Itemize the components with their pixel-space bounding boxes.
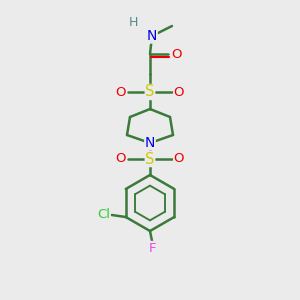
Text: O: O bbox=[116, 85, 126, 98]
Text: N: N bbox=[147, 29, 157, 43]
Text: Cl: Cl bbox=[97, 208, 110, 221]
Text: S: S bbox=[145, 152, 155, 166]
Text: O: O bbox=[174, 85, 184, 98]
Text: S: S bbox=[145, 85, 155, 100]
Text: O: O bbox=[116, 152, 126, 166]
Text: N: N bbox=[145, 136, 155, 150]
Text: H: H bbox=[128, 16, 138, 28]
Text: F: F bbox=[148, 242, 156, 254]
Text: O: O bbox=[171, 47, 181, 61]
Text: O: O bbox=[174, 152, 184, 166]
